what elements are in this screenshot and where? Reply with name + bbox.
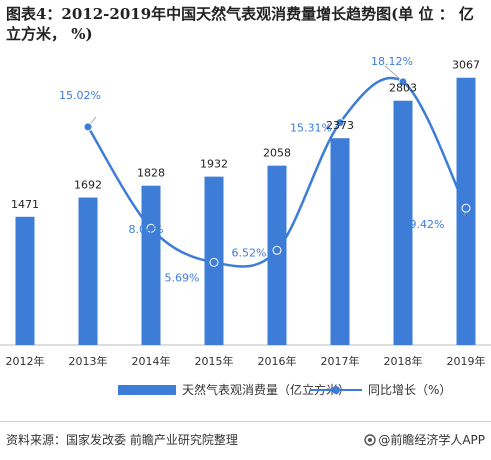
bar-2016 xyxy=(267,165,287,345)
growth-label-2013: 15.02% xyxy=(59,89,101,102)
growth-label-2014: 8.04% xyxy=(129,223,164,236)
bar-2013 xyxy=(78,197,98,345)
chart-legend: 天然气表观消费量（亿立方米） 同比增长（%） xyxy=(0,381,491,401)
line-point-2019 xyxy=(461,203,471,213)
bar-value-label-2015: 1932 xyxy=(200,158,228,171)
line-point-2016 xyxy=(272,245,282,255)
x-tick-label-2017: 2017年 xyxy=(321,354,360,368)
bar-value-label-2014: 1828 xyxy=(137,167,165,180)
x-tick-label-2013: 2013年 xyxy=(69,354,108,368)
x-tick-label-2019: 2019年 xyxy=(447,354,486,368)
chart-title: 图表4：2012-2019年中国天然气表观消费量增长趋势图(单 位 ： 亿立方米… xyxy=(6,5,474,43)
legend-item-bar[interactable]: 天然气表观消费量（亿立方米） xyxy=(118,381,350,398)
brand-label: @前瞻经济学人APP xyxy=(378,433,485,447)
growth-label-2018: 18.12% xyxy=(371,55,413,68)
bar-2012 xyxy=(15,216,35,345)
legend-line-label: 同比增长（%） xyxy=(368,383,452,397)
x-tick-label-2012: 2012年 xyxy=(6,354,45,368)
bar-value-label-2016: 2058 xyxy=(263,147,291,160)
bar-value-label-2019: 3067 xyxy=(452,59,480,72)
bar-value-label-2018: 2803 xyxy=(389,82,417,95)
brand-mark: @前瞻经济学人APP xyxy=(364,431,485,448)
growth-label-2019: 9.42% xyxy=(410,218,445,231)
legend-bar-swatch xyxy=(118,384,176,395)
legend-bar-label: 天然气表观消费量（亿立方米） xyxy=(182,383,351,397)
x-tick-label-2015: 2015年 xyxy=(195,354,234,368)
x-tick-label-2014: 2014年 xyxy=(132,354,171,368)
x-tick-label-2016: 2016年 xyxy=(258,354,297,368)
growth-label-2015: 5.69% xyxy=(165,271,200,284)
line-point-2013 xyxy=(83,122,93,132)
chart-plot: 1471 1692 1828 1932 2058 2373 2803 3067 15.02% 8.… xyxy=(0,55,491,368)
line-point-2017 xyxy=(335,118,345,128)
line-point-2014 xyxy=(146,223,156,233)
source-note: 资料来源：国家发改委 前瞻产业研究院整理 xyxy=(6,433,238,447)
legend-item-line[interactable]: 同比增长（%） xyxy=(310,381,451,398)
brand-icon xyxy=(364,433,377,446)
bar-value-label-2012: 1471 xyxy=(11,198,39,211)
growth-label-2016: 6.52% xyxy=(232,246,267,259)
legend-line-swatch xyxy=(310,384,362,396)
line-point-2018 xyxy=(398,77,408,87)
bar-2018 xyxy=(393,100,413,345)
x-tick-label-2018: 2018年 xyxy=(384,354,423,368)
bar-value-label-2013: 1692 xyxy=(74,179,102,192)
footer-divider xyxy=(0,421,491,422)
growth-label-2017: 15.31% xyxy=(290,122,332,135)
bar-2014 xyxy=(141,185,161,345)
bar-2017 xyxy=(330,138,350,345)
bar-value-label-2017: 2373 xyxy=(326,119,354,132)
line-point-2015 xyxy=(209,257,219,267)
